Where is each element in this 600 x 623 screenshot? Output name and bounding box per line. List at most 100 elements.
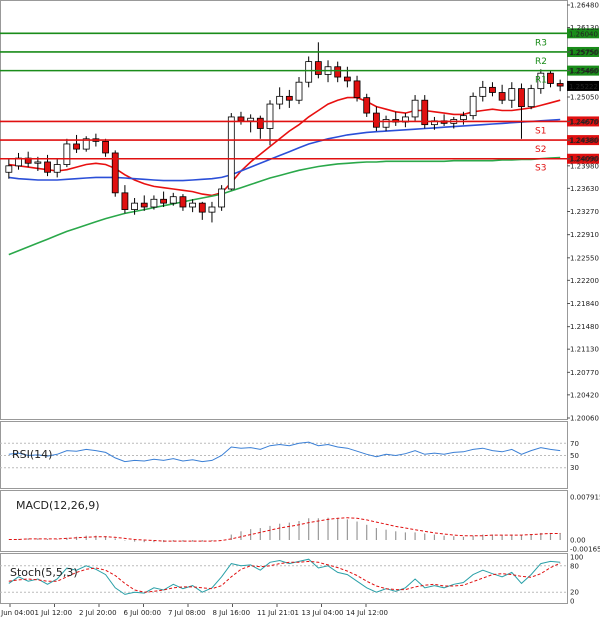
level-price-tag bbox=[567, 28, 599, 39]
ma-line-1 bbox=[8, 96, 561, 197]
candle-body bbox=[208, 206, 216, 213]
stoch-level-label: 0 bbox=[570, 598, 574, 606]
time-tick-label: 2 Jul 20:00 bbox=[79, 609, 117, 617]
candle-body bbox=[198, 202, 206, 213]
macd-tick-label: 0.007915 bbox=[570, 494, 600, 502]
candle-body bbox=[160, 198, 167, 204]
candle-body bbox=[218, 188, 226, 208]
moving-averages bbox=[8, 96, 561, 256]
stoch-label: Stoch(5,5,3) bbox=[10, 566, 78, 579]
ma-line-2 bbox=[8, 118, 561, 182]
level-name-r2: R2 bbox=[535, 57, 547, 67]
candle-body bbox=[498, 92, 506, 101]
price-tick-label: 1.22910 bbox=[570, 231, 599, 239]
candle-body bbox=[508, 88, 516, 101]
price-tick-label: 1.23980 bbox=[570, 162, 599, 170]
candle-body bbox=[285, 95, 293, 101]
candle-body bbox=[150, 198, 158, 208]
level-price-label: 1.25750 bbox=[569, 49, 598, 57]
candle-body bbox=[189, 202, 197, 208]
price-tick-label: 1.25050 bbox=[570, 93, 599, 101]
candle-body bbox=[295, 81, 303, 101]
stoch-level-label: 20 bbox=[570, 589, 579, 597]
rsi-label: RSI(14) bbox=[12, 448, 52, 461]
current-price-label: 1.25222 bbox=[569, 83, 598, 91]
candle-body bbox=[314, 61, 322, 75]
candle-body bbox=[518, 88, 525, 108]
candle-body bbox=[372, 112, 380, 128]
macd-panel-frame bbox=[0, 490, 568, 552]
ma-line-3 bbox=[8, 156, 561, 256]
price-tick-label: 1.24090 bbox=[570, 155, 599, 163]
level-price-label: 1.24090 bbox=[569, 156, 598, 164]
level-price-label: 1.24380 bbox=[569, 137, 598, 145]
time-tick-label: 11 Jul 21:01 bbox=[257, 609, 299, 617]
candle-body bbox=[140, 202, 148, 208]
price-tick-label: 1.20420 bbox=[570, 391, 599, 399]
price-tick-label: 1.25750 bbox=[570, 48, 599, 56]
candle-body bbox=[237, 116, 245, 122]
candle-body bbox=[131, 202, 138, 210]
candle-body bbox=[34, 161, 42, 164]
level-price-label: 1.25460 bbox=[569, 68, 598, 76]
time-tick-label: 30 Jun 04:00 bbox=[0, 609, 34, 617]
candle-body bbox=[63, 143, 71, 165]
candle-body bbox=[44, 161, 51, 173]
price-tick-label: 1.22200 bbox=[570, 277, 599, 285]
rsi-level-label: 30 bbox=[570, 464, 579, 472]
candle-body bbox=[82, 138, 90, 150]
price-tick-label: 1.20060 bbox=[570, 415, 599, 423]
price-tick-label: 1.22550 bbox=[570, 254, 599, 262]
candle-body bbox=[556, 83, 564, 87]
candle-body bbox=[547, 72, 554, 84]
time-tick-label: 13 Jul 04:00 bbox=[302, 609, 344, 617]
candle-body bbox=[537, 72, 545, 90]
candle-body bbox=[5, 165, 13, 173]
price-tick-label: 1.21480 bbox=[570, 323, 599, 331]
level-price-label: 1.24670 bbox=[569, 118, 598, 126]
macd-signal-line bbox=[8, 517, 561, 542]
level-name-s3: S3 bbox=[535, 164, 546, 174]
price-tick-label: 1.24380 bbox=[570, 137, 599, 145]
candle-body bbox=[73, 143, 80, 150]
candle-body bbox=[479, 86, 487, 97]
rsi-level-label: 50 bbox=[570, 452, 579, 460]
time-tick-label: 8 Jul 16:00 bbox=[213, 609, 251, 617]
macd-tick-label: 0.00 bbox=[570, 536, 586, 544]
candle-body bbox=[111, 152, 119, 194]
pivot-levels: R3 1.26040 R2 1.25750 R1 1.25460 S1 1.24670 S2 1.… bbox=[0, 28, 599, 174]
price-panel-frame bbox=[0, 0, 568, 420]
candle-body bbox=[121, 192, 129, 210]
time-axis: 30 Jun 04:001 Jul 12:00 2 Jul 20:00 6 Jul … bbox=[0, 604, 388, 617]
rsi-level-label: 70 bbox=[570, 440, 579, 448]
time-tick-label: 6 Jul 00:00 bbox=[124, 609, 162, 617]
price-tick-label: 1.25460 bbox=[570, 67, 599, 75]
candle-body bbox=[469, 95, 477, 117]
level-name-r3: R3 bbox=[535, 38, 547, 48]
candle-body bbox=[169, 196, 177, 204]
stoch-level-label: 80 bbox=[570, 562, 579, 570]
price-tick-label: 1.21840 bbox=[570, 300, 599, 308]
stoch-level-label: 100 bbox=[570, 554, 583, 562]
level-name-s1: S1 bbox=[535, 126, 546, 136]
candle-body bbox=[247, 117, 255, 122]
candle-body bbox=[276, 95, 284, 105]
candle-body bbox=[227, 116, 235, 190]
candle-body bbox=[305, 61, 313, 83]
level-price-tag bbox=[567, 153, 599, 164]
level-price-label: 1.26040 bbox=[569, 30, 598, 38]
candle-body bbox=[353, 80, 361, 99]
time-tick-label: 1 Jul 12:00 bbox=[35, 609, 73, 617]
candle-body bbox=[421, 99, 429, 126]
macd-grid: 0.007915 0.00 -0.001657 bbox=[8, 494, 600, 554]
level-name-s2: S2 bbox=[535, 145, 546, 155]
rsi-line bbox=[8, 441, 561, 463]
candle-body bbox=[256, 117, 264, 129]
price-tick-label: 1.23270 bbox=[570, 208, 599, 216]
candle-body bbox=[102, 140, 109, 154]
price-tick-label: 1.21130 bbox=[570, 346, 599, 354]
macd-tick-label: -0.001657 bbox=[570, 546, 600, 554]
candle-body bbox=[334, 66, 342, 78]
price-tick-label: 1.20770 bbox=[570, 369, 599, 377]
